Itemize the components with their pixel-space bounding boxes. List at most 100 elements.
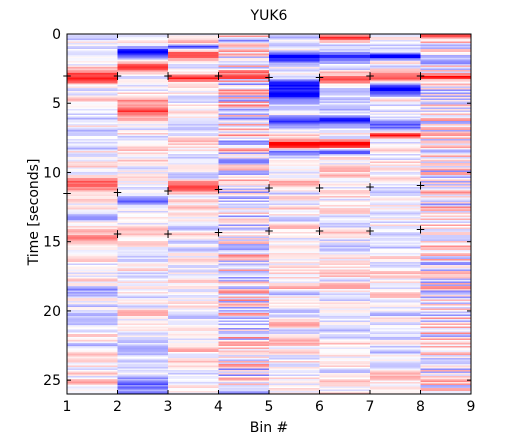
heatmap-cell	[117, 196, 168, 198]
heatmap-cell	[218, 317, 269, 320]
heatmap-cell	[67, 146, 118, 149]
heatmap-cell	[67, 301, 118, 303]
heatmap-cell	[319, 209, 370, 212]
heatmap-cell	[168, 176, 219, 179]
heatmap-cell	[319, 172, 370, 174]
heatmap-cell	[319, 245, 370, 248]
heatmap-cell	[117, 158, 168, 161]
heatmap-cell	[370, 100, 421, 102]
heatmap-cell	[420, 166, 471, 168]
heatmap-cell	[67, 115, 118, 117]
heatmap-cell	[218, 58, 269, 60]
heatmap-cell	[117, 337, 168, 339]
heatmap-cell	[168, 169, 219, 171]
heatmap-cell	[370, 176, 421, 179]
heatmap-cell	[67, 173, 118, 176]
heatmap-cell	[218, 361, 269, 363]
heatmap-cell	[370, 211, 421, 213]
heatmap-cell	[117, 89, 168, 92]
heatmap-cell	[117, 331, 168, 333]
heatmap-cell	[117, 115, 168, 117]
heatmap-cell	[67, 55, 118, 57]
heatmap-cell	[370, 188, 421, 191]
heatmap-cell	[420, 127, 471, 129]
heatmap-cell	[319, 331, 370, 333]
heatmap-cell	[117, 217, 168, 219]
heatmap-cell	[370, 53, 421, 56]
heatmap-cell	[269, 266, 320, 269]
x-tick-label: 9	[467, 399, 476, 415]
heatmap-cell	[218, 35, 269, 38]
heatmap-cell	[67, 118, 118, 120]
heatmap-cell	[370, 311, 421, 314]
heatmap-cell	[319, 199, 370, 201]
heatmap-cell	[218, 154, 269, 156]
heatmap-cell	[370, 43, 421, 45]
heatmap-cell	[420, 100, 471, 102]
heatmap-cell	[168, 154, 219, 156]
heatmap-cell	[370, 230, 421, 233]
heatmap-cell	[420, 88, 471, 90]
heatmap-cell	[319, 154, 370, 156]
heatmap-cell	[420, 140, 471, 143]
heatmap-cell	[420, 89, 471, 92]
heatmap-cell	[168, 41, 219, 44]
heatmap-cell	[67, 323, 118, 326]
heatmap-cell	[67, 277, 118, 279]
heatmap-cell	[319, 322, 370, 324]
y-tick-label: 5	[52, 96, 61, 112]
y-tick-label: 0	[52, 27, 61, 43]
heatmap-cell	[269, 116, 320, 119]
heatmap-cell	[218, 341, 269, 344]
heatmap-cell	[218, 239, 269, 242]
heatmap-cell	[319, 289, 370, 291]
heatmap-cell	[319, 178, 370, 180]
heatmap-cell	[420, 284, 471, 287]
heatmap-cell	[117, 370, 168, 372]
heatmap-cell	[370, 329, 421, 332]
heatmap-cell	[319, 95, 370, 98]
heatmap-cell	[67, 107, 118, 110]
heatmap-cell	[370, 236, 421, 239]
heatmap-cell	[269, 296, 320, 299]
heatmap-cell	[117, 59, 168, 62]
heatmap-cell	[67, 316, 118, 318]
heatmap-cell	[420, 331, 471, 333]
heatmap-cell	[319, 34, 370, 36]
heatmap-cell	[168, 229, 219, 231]
heatmap-cell	[218, 200, 269, 203]
heatmap-cell	[218, 347, 269, 350]
heatmap-cell	[218, 139, 269, 141]
heatmap-cell	[67, 43, 118, 45]
heatmap-cell	[218, 79, 269, 81]
heatmap-cell	[117, 218, 168, 221]
heatmap-cell	[370, 154, 421, 156]
heatmap-cell	[319, 71, 370, 74]
heatmap-cell	[218, 125, 269, 128]
heatmap-cell	[370, 257, 421, 260]
heatmap-cell	[67, 44, 118, 47]
heatmap-cell	[319, 169, 370, 171]
heatmap-cell	[370, 82, 421, 84]
heatmap-cell	[370, 35, 421, 38]
heatmap-cell	[370, 242, 421, 245]
heatmap-cell	[269, 43, 320, 45]
heatmap-cell	[269, 70, 320, 72]
heatmap-cell	[168, 212, 219, 215]
heatmap-cell	[370, 334, 421, 336]
heatmap-cell	[218, 230, 269, 233]
heatmap-cell	[319, 221, 370, 224]
heatmap-cell	[67, 305, 118, 308]
heatmap-cell	[420, 145, 471, 147]
heatmap-cell	[218, 169, 269, 171]
heatmap-cell	[117, 140, 168, 143]
heatmap-cell	[67, 223, 118, 225]
heatmap-cell	[269, 37, 320, 39]
heatmap-cell	[218, 377, 269, 380]
heatmap-cell	[67, 41, 118, 44]
heatmap-cell	[420, 289, 471, 291]
heatmap-cell	[67, 49, 118, 51]
heatmap-cell	[319, 239, 370, 242]
heatmap-cell	[319, 155, 370, 158]
heatmap-cell	[218, 364, 269, 366]
